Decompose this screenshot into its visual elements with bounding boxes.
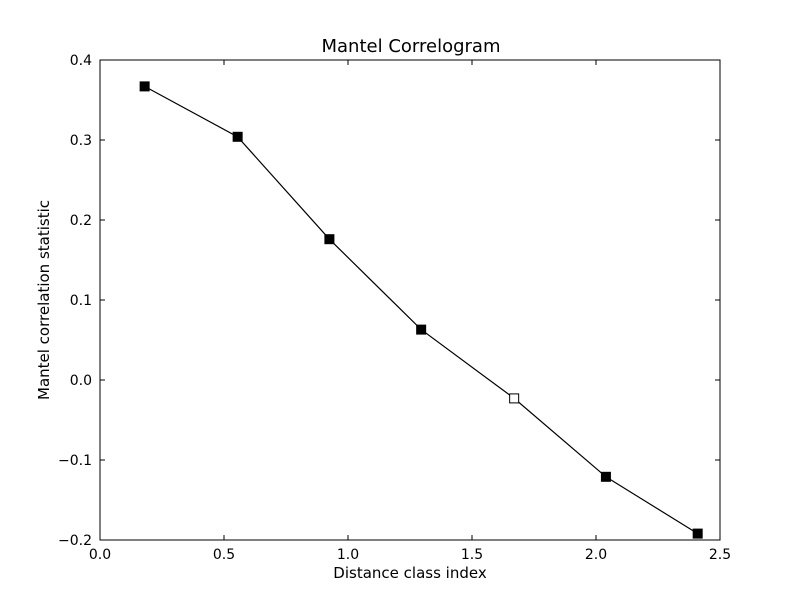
x-tick-label: 0.0: [89, 547, 111, 563]
x-tick-label: 1.5: [461, 547, 483, 563]
x-tick-label: 0.5: [213, 547, 235, 563]
chart-title: Mantel Correlogram: [322, 36, 501, 57]
x-tick-label: 2.0: [585, 547, 607, 563]
data-point: [692, 528, 703, 539]
series-layer: [139, 81, 703, 539]
y-tick-label: −0.1: [58, 453, 92, 469]
data-point: [232, 131, 243, 142]
y-tick-label: 0.1: [70, 293, 92, 309]
x-axis-label: Distance class index: [333, 564, 487, 582]
y-axis: −0.2 −0.1 0.0 0.1 0.2 0.3 0.4: [58, 53, 720, 549]
y-tick-label: 0.3: [70, 133, 92, 149]
x-axis: 0.0 0.5 1.0 1.5 2.0 2.5: [89, 60, 731, 563]
data-point: [324, 234, 335, 245]
y-axis-label: Mantel correlation statistic: [35, 200, 53, 400]
data-point: [416, 324, 427, 335]
y-tick-label: 0.4: [70, 53, 92, 69]
data-point: [139, 81, 150, 92]
data-point: [509, 393, 520, 404]
y-tick-label: −0.2: [58, 533, 92, 549]
data-point: [600, 471, 611, 482]
x-tick-label: 2.5: [709, 547, 731, 563]
plot-area: [99, 59, 721, 541]
y-tick-label: 0.0: [70, 373, 92, 389]
y-tick-label: 0.2: [70, 213, 92, 229]
x-tick-label: 1.0: [337, 547, 359, 563]
